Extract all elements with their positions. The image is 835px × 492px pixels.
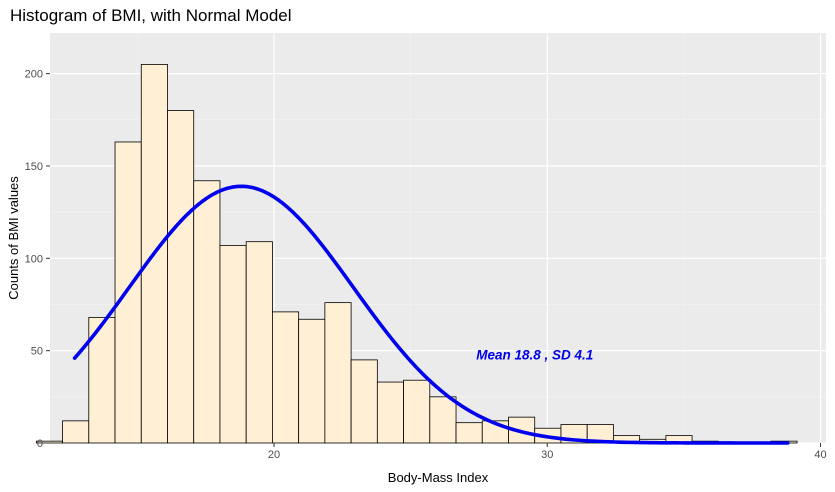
y-axis-title: Counts of BMI values <box>6 176 21 300</box>
normal-model-curve <box>72 184 790 445</box>
y-tick-label: 150 <box>25 161 43 173</box>
chart-title: Histogram of BMI, with Normal Model <box>10 6 292 25</box>
mean-sd-annotation: Mean 18.8 , SD 4.1 <box>476 347 593 362</box>
histogram-bar <box>298 318 326 444</box>
histogram-bar <box>455 422 483 444</box>
y-axis-ticks: 0 50 100 150 200 <box>25 69 50 450</box>
histogram-bar <box>403 379 431 444</box>
histogram-bar <box>114 141 142 444</box>
histogram-bar <box>350 359 378 444</box>
x-axis-ticks: 20 30 40 <box>268 443 827 461</box>
histogram-bar <box>429 396 457 444</box>
histogram-bar <box>219 244 247 444</box>
y-tick-label: 50 <box>31 346 43 358</box>
y-tick-label: 100 <box>25 253 43 265</box>
x-tick-label: 20 <box>268 449 280 461</box>
histogram-bar <box>272 311 300 444</box>
x-tick-label: 30 <box>541 449 553 461</box>
y-tick-label: 200 <box>25 69 43 81</box>
histogram-bar <box>193 180 221 444</box>
histogram-bar <box>324 302 352 444</box>
x-axis-title: Body-Mass Index <box>388 470 489 485</box>
x-tick-label: 40 <box>814 449 826 461</box>
histogram-bars <box>35 63 798 444</box>
histogram-bar <box>167 110 195 444</box>
histogram-bar <box>376 381 404 444</box>
histogram-bar <box>245 241 273 444</box>
y-tick-label: 0 <box>37 438 43 450</box>
histogram-bar <box>62 420 90 444</box>
